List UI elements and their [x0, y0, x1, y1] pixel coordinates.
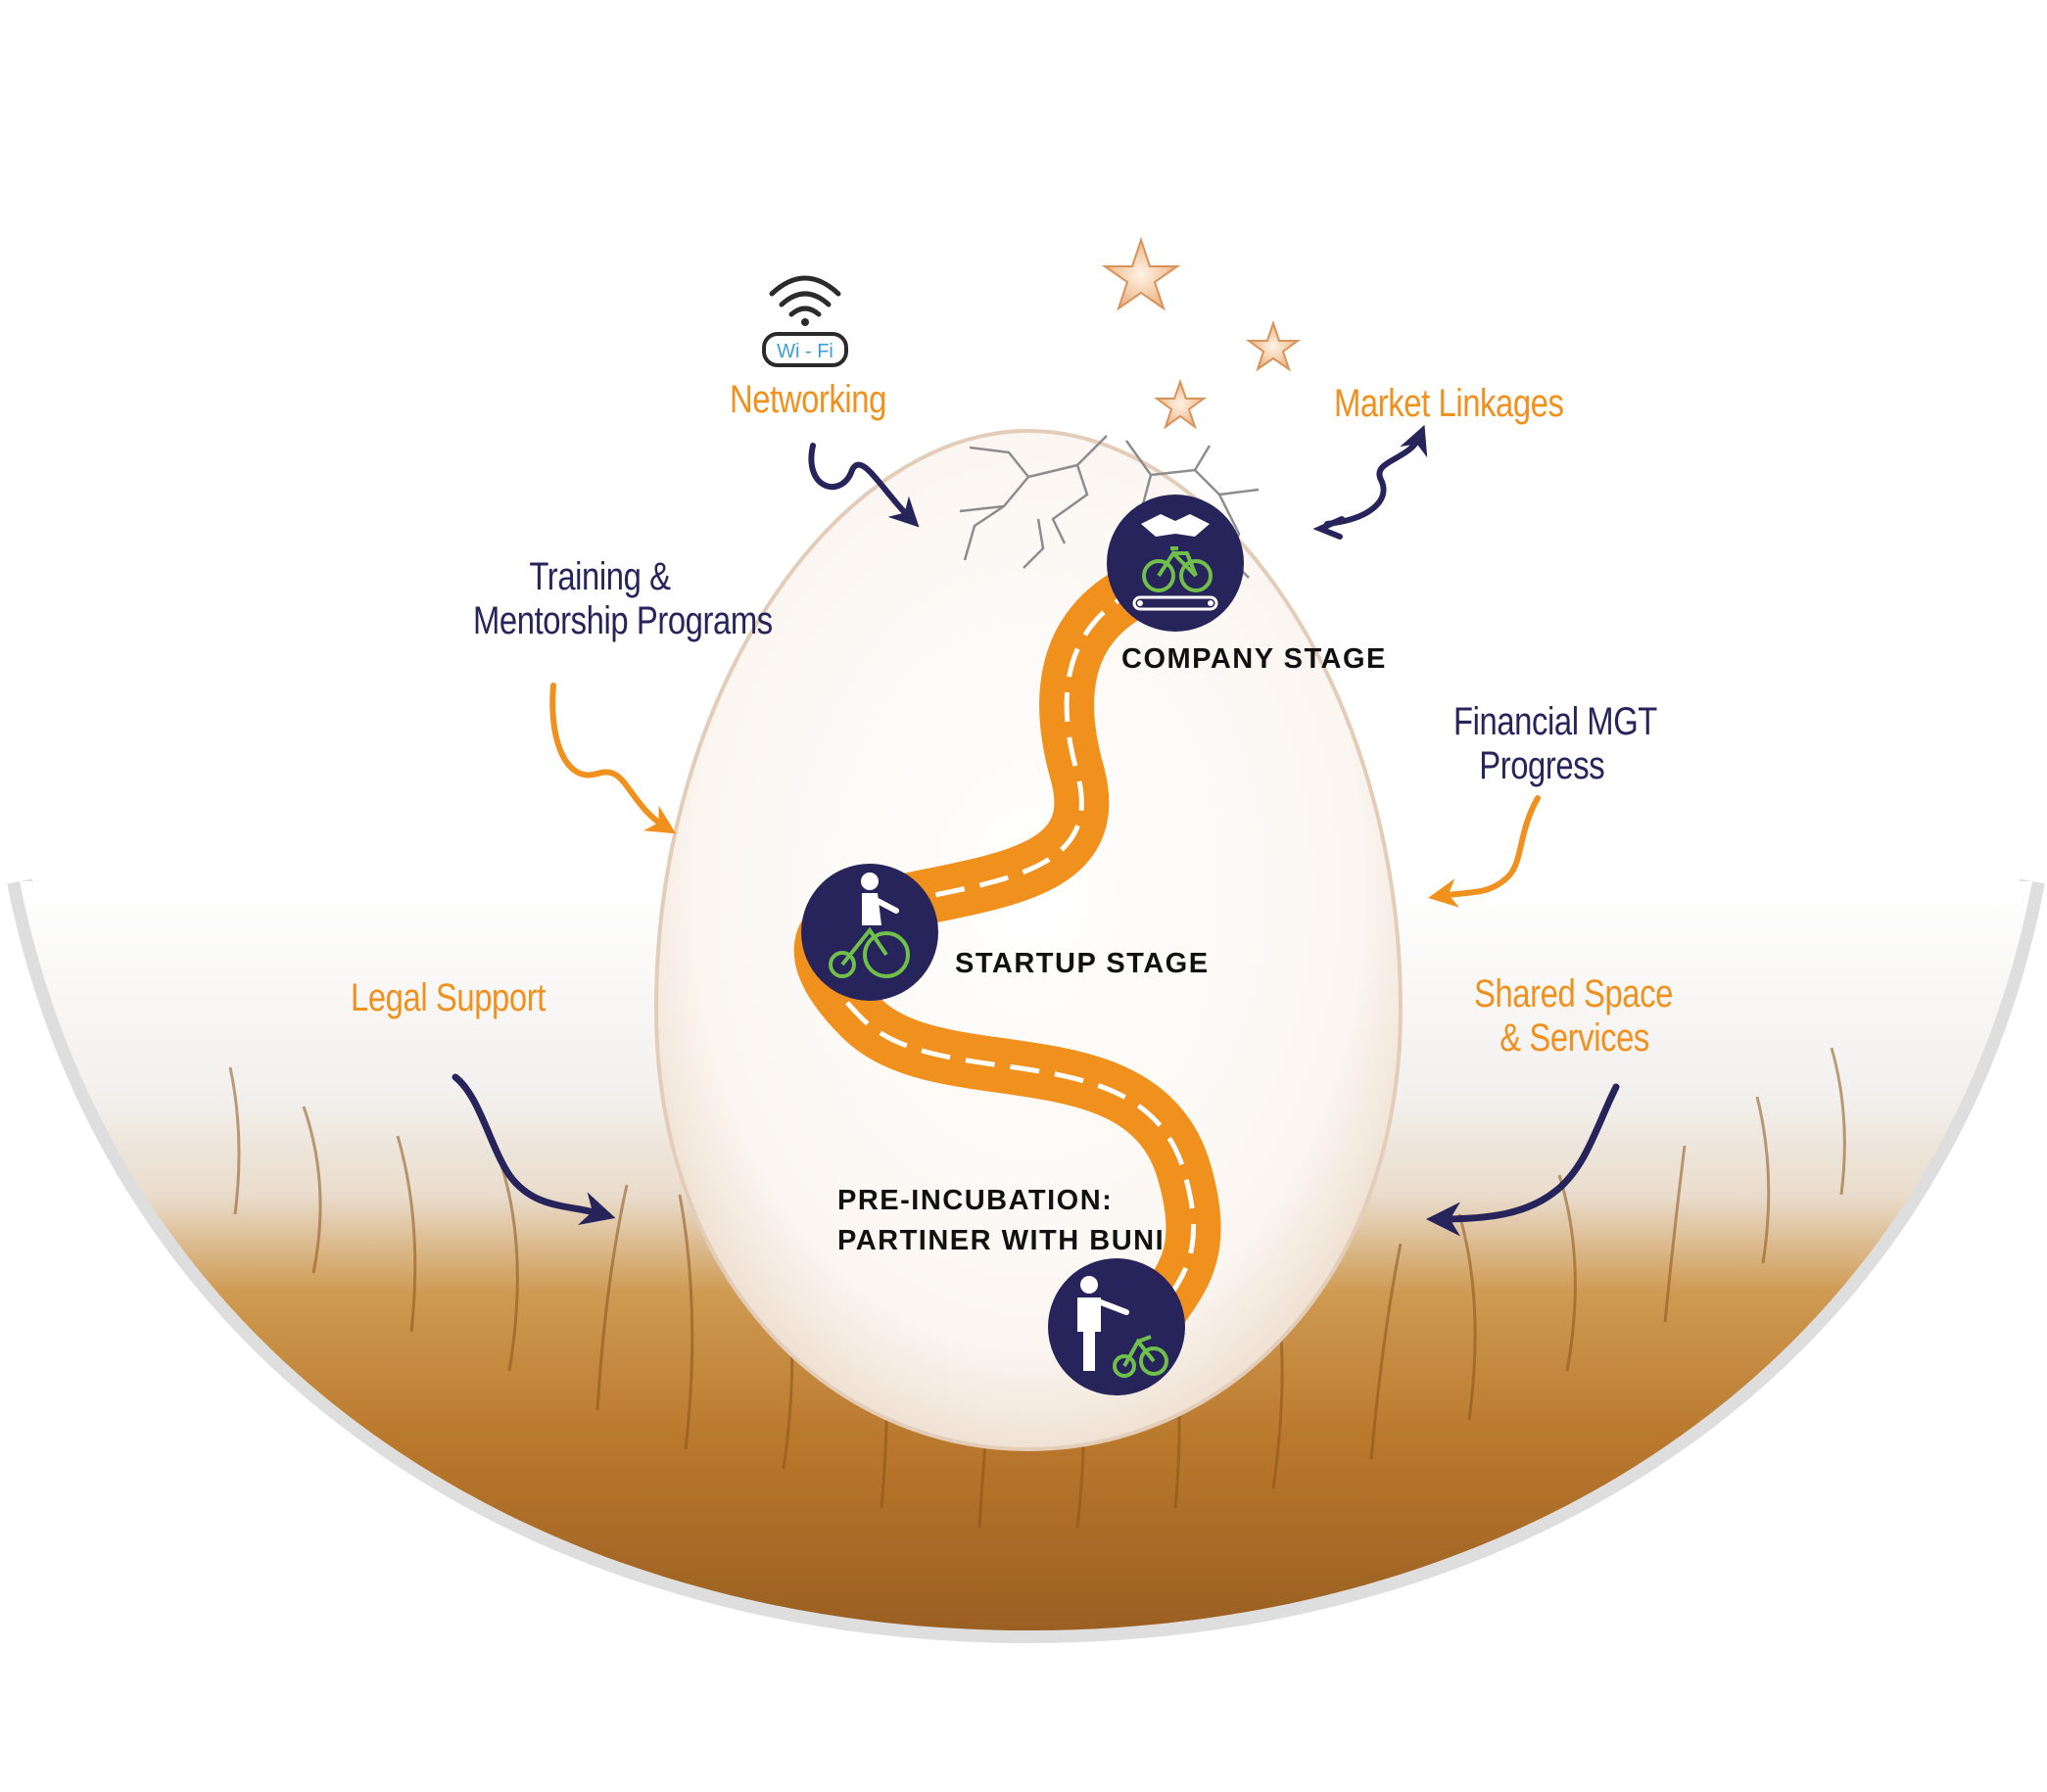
label-startup-stage: STARTUP STAGE [955, 948, 1210, 979]
wifi-icon [762, 275, 848, 367]
label-financial-line2: Progress [1479, 743, 1605, 787]
star-icon [1245, 319, 1302, 372]
arrow-financial [1428, 795, 1541, 908]
label-networking: Networking [730, 378, 886, 421]
star-icon [1101, 236, 1181, 311]
label-shared-space: Shared Space & Services [1474, 972, 1673, 1061]
label-pre-incubation-line2: PARTINER WITH BUNI [837, 1224, 1166, 1256]
label-training-line1: Training & [529, 555, 671, 598]
label-training-line2: Mentorship Programs [473, 598, 773, 642]
label-shared-line2: & Services [1500, 1015, 1649, 1060]
arrow-networking [808, 443, 920, 528]
person-with-bicycle-icon [1077, 1276, 1168, 1378]
cyclist-icon [829, 872, 910, 978]
startup-stage-badge [801, 864, 938, 1001]
arrow-market-linkages [1312, 424, 1428, 540]
arrow-legal [452, 1073, 616, 1226]
star-icon [1153, 378, 1208, 430]
label-financial-line1: Financial MGT [1453, 700, 1657, 743]
arrow-shared-space [1426, 1083, 1620, 1237]
label-legal-support: Legal Support [351, 976, 546, 1019]
label-company-stage: COMPANY STAGE [1121, 643, 1387, 675]
pre-incubation-badge [1048, 1258, 1185, 1395]
label-market-linkages: Market Linkages [1334, 382, 1564, 425]
arrow-training [549, 683, 677, 834]
label-pre-incubation: PRE-INCUBATION: PARTINER WITH BUNI [837, 1181, 1165, 1260]
label-training: Training & Mentorship Programs [473, 555, 773, 643]
label-financial: Financial MGT Progress [1453, 700, 1657, 788]
label-shared-line1: Shared Space [1474, 972, 1673, 1015]
company-stage-badge [1107, 495, 1244, 632]
wifi-label: Wi - Fi [777, 341, 833, 362]
label-pre-incubation-line1: PRE-INCUBATION: [837, 1185, 1114, 1216]
handshake-bicycle-icon [1132, 514, 1218, 611]
